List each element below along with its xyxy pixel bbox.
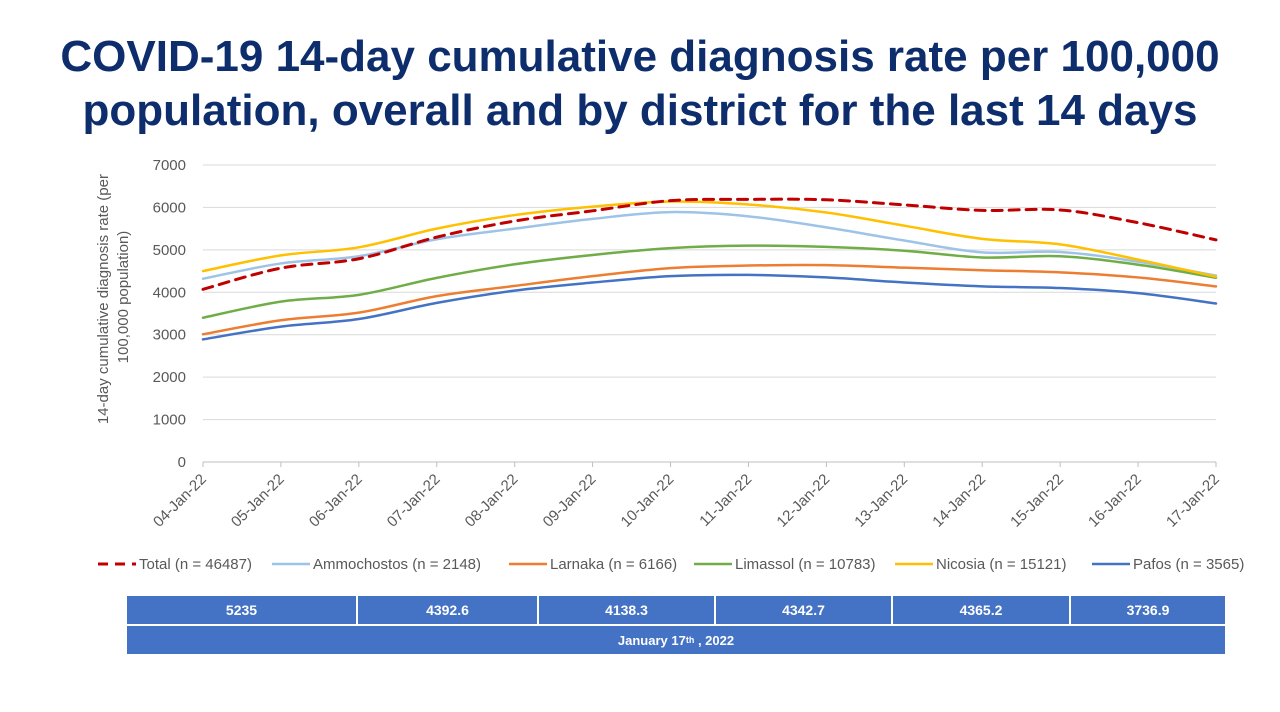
summary-cell-limassol: 4342.7 [716,596,893,624]
summary-table: 5235 4392.6 4138.3 4342.7 4365.2 3736.9 … [127,596,1225,654]
y-tick-label: 6000 [153,199,186,216]
x-tick-label: 11-Jan-22 [696,471,755,530]
legend-label: Total (n = 46487) [139,556,252,573]
series-line-2 [201,263,1218,336]
x-tick-label: 09-Jan-22 [540,471,600,531]
y-tick-label: 0 [178,454,186,471]
y-axis-title-line-2: 100,000 population) [115,231,132,364]
summary-cell-nicosia: 4365.2 [893,596,1071,624]
page-title: COVID-19 14-day cumulative diagnosis rat… [0,30,1280,138]
y-axis-ticks: 0 1000 2000 3000 4000 5000 6000 7000 [153,157,186,471]
title-line-1: COVID-19 14-day cumulative diagnosis rat… [60,32,1220,81]
series-line-0 [201,197,1218,291]
summary-cell-pafos: 3736.9 [1071,596,1225,624]
summary-values-row: 5235 4392.6 4138.3 4342.7 4365.2 3736.9 [127,596,1225,624]
series-lines [201,197,1218,341]
x-tick-label: 17-Jan-22 [1163,471,1223,531]
summary-date-ordinal: th [685,635,695,645]
summary-cell-total: 5235 [127,596,358,624]
x-tick-label: 08-Jan-22 [462,471,522,531]
y-axis-title: 14-day cumulative diagnosis rate (per 10… [95,170,132,424]
series-line-3 [201,244,1218,319]
x-tick-label: 07-Jan-22 [384,471,444,531]
x-tick-label: 14-Jan-22 [929,471,989,531]
x-axis-ticks: 04-Jan-22 05-Jan-22 06-Jan-22 07-Jan-22 08-J… [150,462,1223,531]
y-tick-label: 2000 [153,369,186,386]
series-line-1 [201,210,1218,280]
x-tick-label: 04-Jan-22 [150,471,210,531]
legend-label: Pafos (n = 3565) [1133,556,1244,573]
series-line-5 [201,273,1218,341]
y-tick-label: 3000 [153,327,186,344]
x-tick-label: 15-Jan-22 [1007,471,1067,531]
legend-label: Nicosia (n = 15121) [936,556,1067,573]
x-tick-label: 12-Jan-22 [773,471,833,531]
legend-label: Limassol (n = 10783) [735,556,876,573]
legend-label: Ammochostos (n = 2148) [313,556,481,573]
y-tick-label: 7000 [153,157,186,174]
summary-cell-ammochostos: 4392.6 [358,596,539,624]
x-tick-label: 05-Jan-22 [228,471,288,531]
x-tick-label: 06-Jan-22 [306,471,366,531]
legend: Total (n = 46487) Ammochostos (n = 2148) L… [98,556,1244,573]
summary-date-month-day: January 17 [617,632,686,648]
y-tick-label: 5000 [153,242,186,259]
summary-date-year: , 2022 [697,632,735,648]
series-line-4 [201,200,1218,279]
y-tick-label: 1000 [153,412,186,429]
legend-label: Larnaka (n = 6166) [550,556,677,573]
title-line-2: population, overall and by district for … [82,86,1198,135]
x-tick-label: 16-Jan-22 [1085,471,1145,531]
y-axis-title-line-1: 14-day cumulative diagnosis rate (per [95,174,112,424]
y-tick-label: 4000 [153,284,186,301]
summary-cell-larnaka: 4138.3 [539,596,716,624]
x-tick-label: 13-Jan-22 [851,471,911,531]
x-tick-label: 10-Jan-22 [618,471,678,531]
